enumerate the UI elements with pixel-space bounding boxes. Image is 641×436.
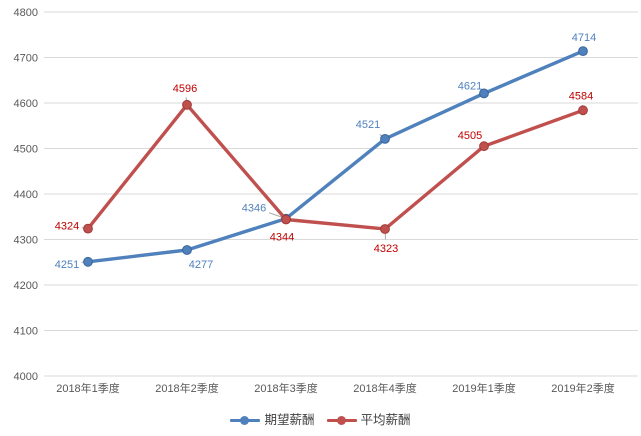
x-tick-label: 2018年3季度 bbox=[254, 381, 318, 395]
legend-label-expected-salary: 期望薪酬 bbox=[264, 412, 315, 427]
y-tick-label: 4400 bbox=[14, 189, 38, 201]
y-tick-label: 4800 bbox=[14, 7, 38, 19]
data-label: 4714 bbox=[572, 32, 596, 44]
data-label: 4324 bbox=[55, 221, 79, 233]
x-tick-label: 2019年2季度 bbox=[551, 381, 615, 395]
data-label: 4323 bbox=[374, 243, 398, 255]
data-point bbox=[182, 245, 192, 255]
data-point bbox=[380, 224, 390, 234]
data-label: 4621 bbox=[458, 80, 482, 92]
data-label: 4584 bbox=[569, 90, 593, 102]
legend-marker-expected-salary-icon bbox=[230, 414, 261, 426]
data-point bbox=[479, 141, 489, 152]
data-point bbox=[83, 223, 93, 234]
data-label: 4505 bbox=[458, 130, 482, 142]
chart-legend: 期望薪酬 平均薪酬 bbox=[0, 410, 641, 430]
series-line-0 bbox=[86, 49, 585, 264]
x-tick-label: 2018年4季度 bbox=[353, 381, 417, 395]
data-point bbox=[83, 256, 93, 267]
y-tick-label: 4500 bbox=[14, 144, 38, 156]
y-tick-label: 4200 bbox=[14, 280, 38, 292]
data-label: 4596 bbox=[173, 83, 197, 95]
x-tick-label: 2018年1季度 bbox=[56, 381, 120, 395]
x-tick-label: 2019年1季度 bbox=[452, 381, 516, 395]
y-tick-label: 4600 bbox=[14, 98, 38, 110]
data-label: 4521 bbox=[356, 119, 380, 131]
series-line-1 bbox=[86, 103, 585, 231]
y-tick-label: 4100 bbox=[14, 326, 38, 338]
data-label: 4344 bbox=[270, 232, 294, 244]
data-point bbox=[380, 134, 390, 144]
data-point bbox=[182, 99, 192, 110]
data-point bbox=[578, 105, 588, 116]
data-point bbox=[479, 88, 489, 99]
y-tick-label: 4000 bbox=[14, 371, 38, 383]
data-point bbox=[578, 46, 588, 56]
legend-item-average-salary: 平均薪酬 bbox=[326, 412, 411, 427]
data-label: 4346 bbox=[242, 203, 266, 215]
plot-area: 4000 4100 4200 4300 4400 4500 4600 4700 4800 2018… bbox=[14, 7, 638, 395]
y-tick-label: 4300 bbox=[14, 235, 38, 247]
label-leader-line bbox=[268, 212, 284, 219]
legend-item-expected-salary: 期望薪酬 bbox=[230, 412, 315, 427]
data-label: 4251 bbox=[55, 259, 79, 271]
y-tick-label: 4700 bbox=[14, 53, 38, 65]
x-tick-label: 2018年2季度 bbox=[155, 381, 219, 395]
data-label: 4277 bbox=[189, 259, 213, 271]
legend-marker-average-salary-icon bbox=[326, 414, 357, 426]
data-point bbox=[281, 214, 291, 225]
legend-label-average-salary: 平均薪酬 bbox=[360, 412, 411, 427]
